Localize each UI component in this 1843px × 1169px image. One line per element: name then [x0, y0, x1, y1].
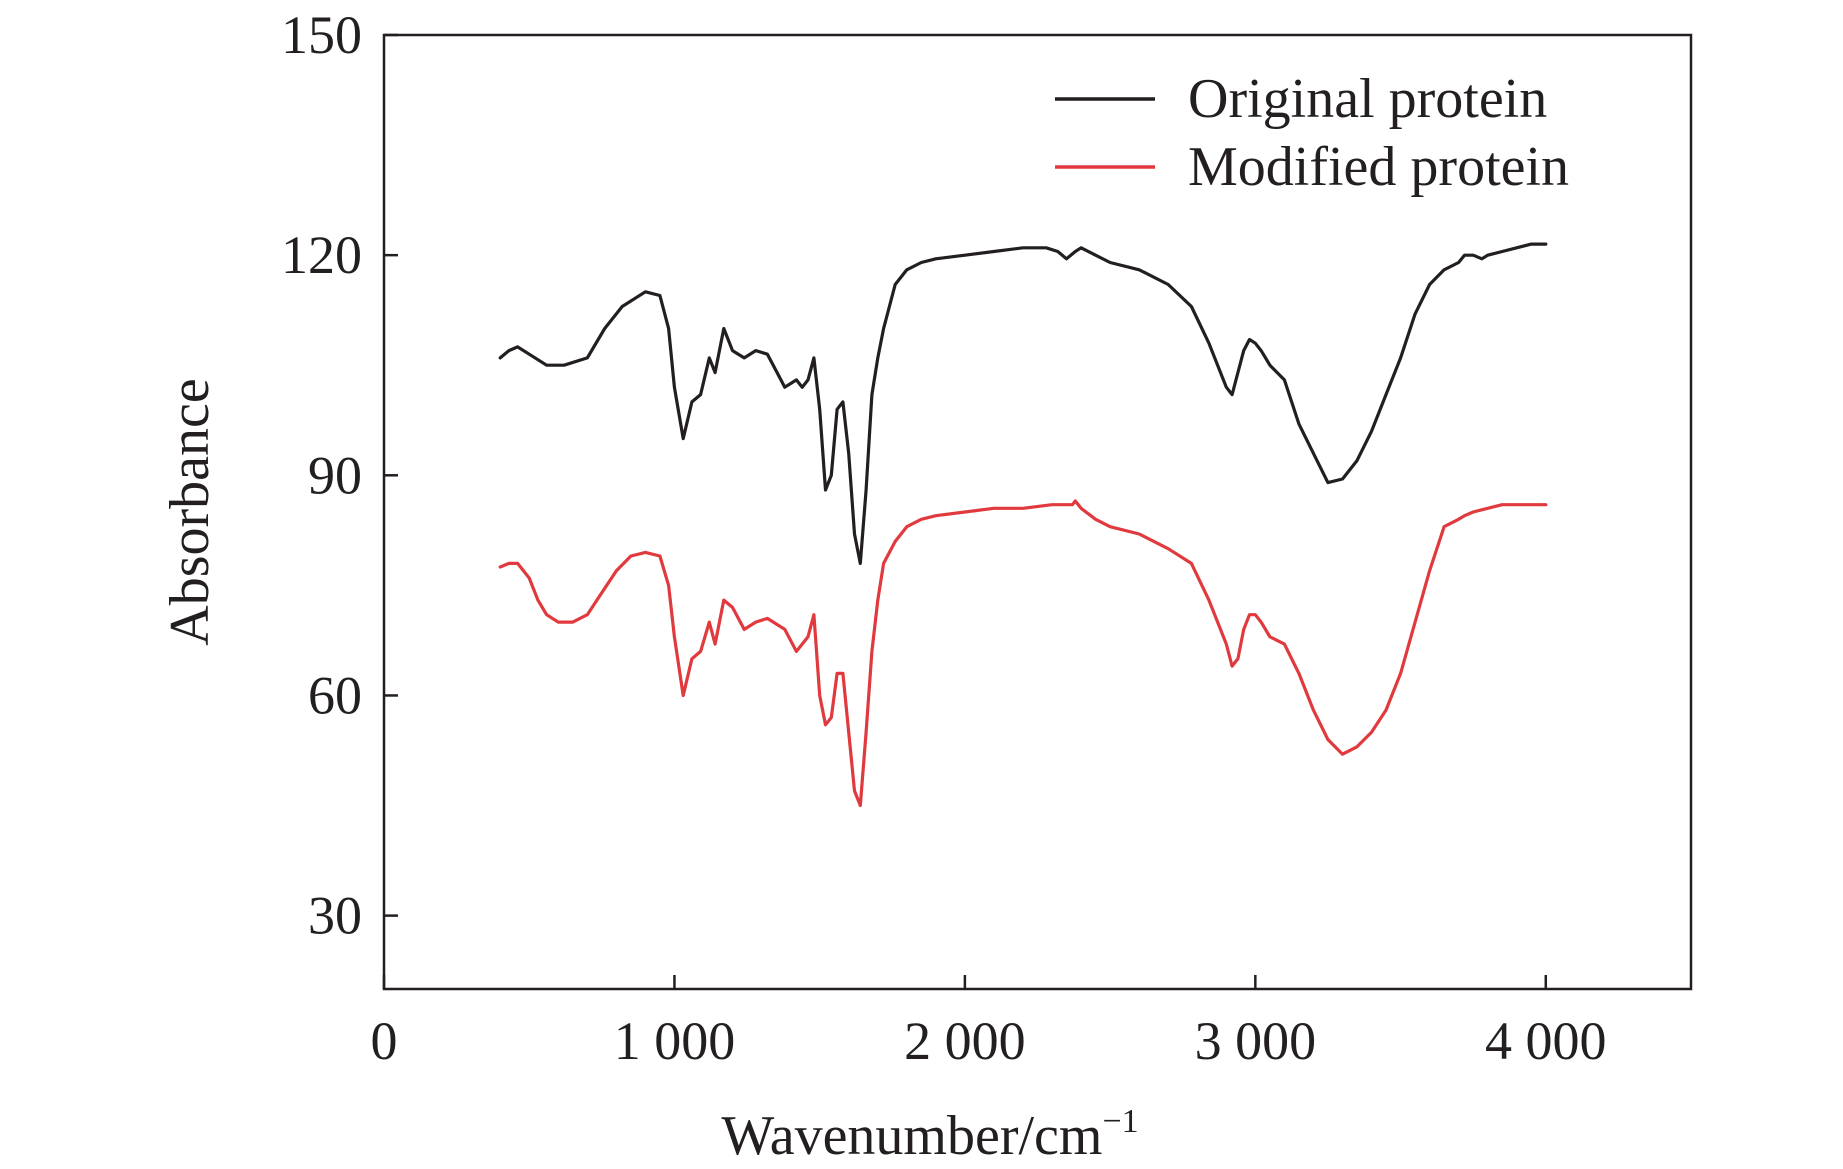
x-tick-label: 4 000: [1485, 1011, 1607, 1071]
x-tick-label: 0: [371, 1011, 398, 1071]
x-tick-label: 2 000: [904, 1011, 1026, 1071]
x-axis-ticks: 0 1 000 2 000 3 000 4 000: [371, 975, 1607, 1071]
series-line-modified-protein: [498, 499, 1548, 808]
y-axis-title: Absorbance: [159, 378, 221, 645]
series-lines: [498, 242, 1548, 808]
x-axis-title-superscript: −1: [1102, 1103, 1138, 1140]
legend-label-modified: Modified protein: [1188, 136, 1569, 198]
y-tick-label: 150: [281, 5, 362, 65]
series-line-original-protein: [498, 242, 1548, 566]
legend: Original protein Modified protein: [1055, 68, 1569, 198]
y-tick-label: 120: [281, 225, 362, 285]
y-tick-label: 90: [308, 445, 362, 505]
legend-label-original: Original protein: [1188, 68, 1547, 130]
y-axis-ticks: 30 60 90 120 150: [281, 5, 398, 946]
x-axis-title: Wavenumber/cm−1: [721, 1103, 1138, 1167]
x-tick-label: 3 000: [1195, 1011, 1317, 1071]
plot-frame: [382, 33, 1693, 991]
y-tick-label: 60: [308, 665, 362, 725]
x-axis-title-text: Wavenumber/cm: [721, 1105, 1102, 1167]
x-tick-label: 1 000: [614, 1011, 736, 1071]
y-tick-label: 30: [308, 886, 362, 946]
